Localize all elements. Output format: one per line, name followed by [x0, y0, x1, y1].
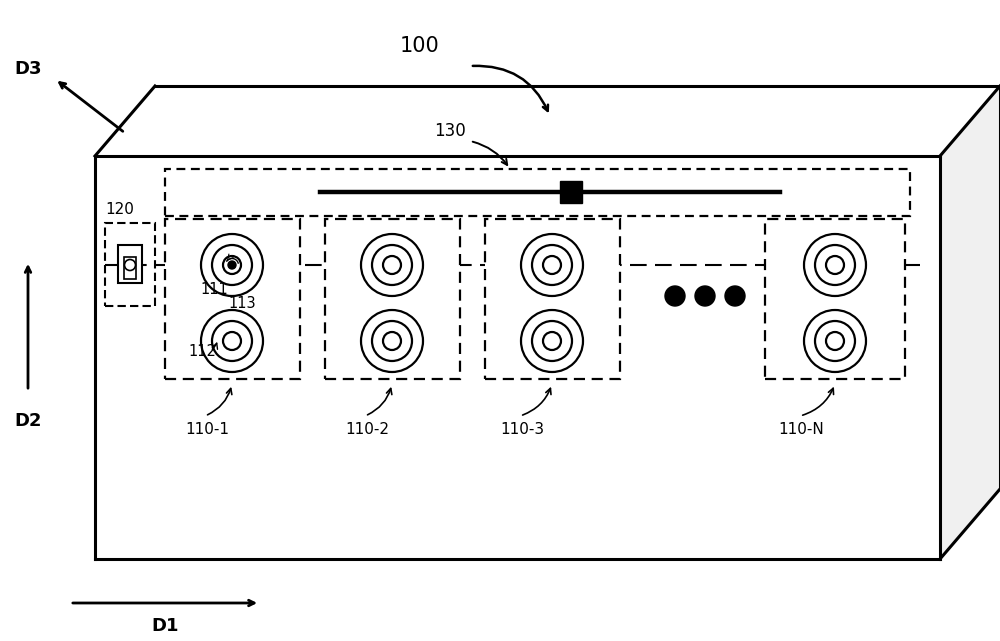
- Bar: [118, 245, 142, 283]
- Circle shape: [372, 245, 412, 285]
- Bar: [105, 223, 155, 306]
- Circle shape: [201, 234, 263, 296]
- Circle shape: [804, 234, 866, 296]
- Circle shape: [815, 245, 855, 285]
- Circle shape: [665, 286, 685, 306]
- Text: 113: 113: [228, 296, 256, 310]
- Circle shape: [361, 234, 423, 296]
- Text: D3: D3: [14, 60, 42, 78]
- Circle shape: [695, 286, 715, 306]
- Bar: [765, 219, 905, 379]
- Circle shape: [815, 321, 855, 361]
- Text: 120: 120: [105, 201, 134, 217]
- Circle shape: [372, 321, 412, 361]
- Circle shape: [804, 310, 866, 372]
- Polygon shape: [940, 86, 1000, 559]
- Circle shape: [725, 286, 745, 306]
- Circle shape: [228, 261, 236, 269]
- Text: 111: 111: [200, 281, 228, 297]
- Circle shape: [223, 256, 241, 274]
- Circle shape: [543, 256, 561, 274]
- Text: 110-2: 110-2: [345, 422, 389, 437]
- Polygon shape: [95, 156, 940, 559]
- Circle shape: [124, 260, 136, 271]
- Text: D1: D1: [151, 617, 179, 635]
- Circle shape: [521, 234, 583, 296]
- Circle shape: [383, 256, 401, 274]
- Circle shape: [543, 332, 561, 350]
- Circle shape: [383, 332, 401, 350]
- Bar: [124, 257, 136, 279]
- Text: 110-N: 110-N: [778, 422, 824, 437]
- Text: 112: 112: [188, 344, 216, 358]
- Bar: [485, 219, 620, 379]
- Polygon shape: [95, 86, 1000, 156]
- Circle shape: [826, 332, 844, 350]
- Circle shape: [521, 310, 583, 372]
- Text: 110-3: 110-3: [500, 422, 544, 437]
- Circle shape: [361, 310, 423, 372]
- Circle shape: [212, 245, 252, 285]
- Bar: [325, 219, 460, 379]
- Text: 100: 100: [400, 36, 440, 56]
- Circle shape: [212, 321, 252, 361]
- Bar: [165, 169, 910, 216]
- Bar: [165, 219, 300, 379]
- Circle shape: [532, 245, 572, 285]
- Text: D2: D2: [14, 412, 42, 430]
- Text: 110-1: 110-1: [185, 422, 229, 437]
- Circle shape: [532, 321, 572, 361]
- Text: 130: 130: [434, 122, 466, 140]
- Bar: [560, 181, 582, 203]
- Circle shape: [201, 310, 263, 372]
- Circle shape: [826, 256, 844, 274]
- Circle shape: [223, 332, 241, 350]
